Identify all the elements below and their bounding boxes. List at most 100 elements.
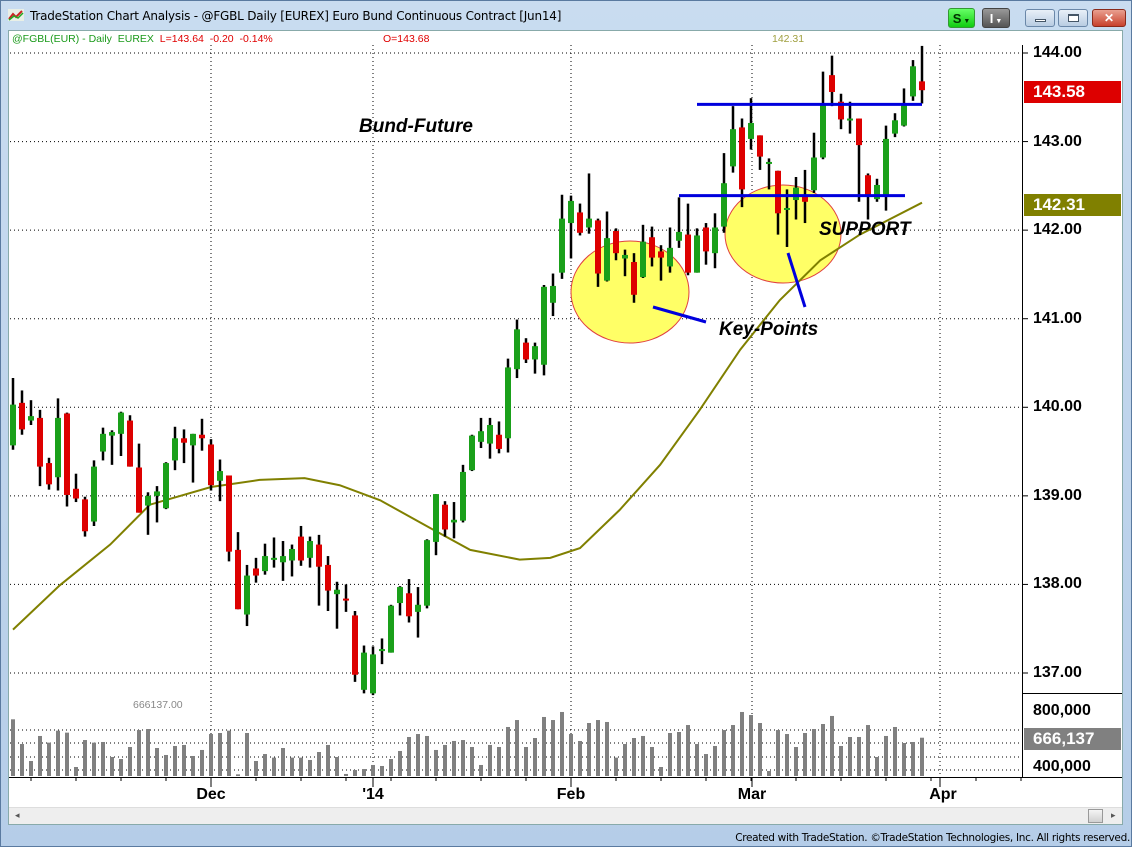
candle-body — [901, 105, 907, 126]
candle-body — [478, 431, 484, 442]
candle-body — [352, 615, 358, 675]
volume-bar — [659, 767, 663, 776]
volume-bar — [740, 711, 744, 776]
open-price: O=143.68 — [383, 33, 430, 45]
candle-body — [523, 342, 529, 360]
price-axis-label: 137.00 — [1033, 663, 1082, 681]
candle-body — [127, 420, 133, 467]
volume-bar — [677, 731, 681, 776]
volume-bar — [767, 770, 771, 776]
volume-bar — [884, 735, 888, 776]
candle-body — [631, 262, 637, 295]
volume-bar — [668, 733, 672, 776]
volume-bar — [731, 725, 735, 776]
candle-body — [109, 432, 115, 436]
volume-bar — [578, 740, 582, 776]
price-axis-label: 142.00 — [1033, 221, 1082, 239]
candle-body — [721, 183, 727, 227]
candle-body — [568, 200, 574, 224]
candle-body — [541, 286, 547, 365]
volume-bar — [695, 744, 699, 776]
candle-body — [190, 433, 196, 446]
volume-bar — [920, 737, 924, 776]
volume-bar — [200, 749, 204, 776]
candle-body — [775, 170, 781, 214]
candle-body — [136, 467, 142, 513]
volume-bar — [371, 764, 375, 776]
candle-body — [622, 254, 628, 259]
candle-body — [883, 138, 889, 197]
symbol-info-line: @FGBL(EUR) - Daily EUREX L=143.64 -0.20 … — [12, 33, 273, 45]
volume-bar — [389, 759, 393, 776]
candle-body — [235, 549, 241, 610]
candle-body — [640, 241, 646, 278]
volume-bar — [443, 744, 447, 776]
candle-body — [856, 118, 862, 146]
candle-body — [820, 103, 826, 158]
candle-body — [451, 519, 457, 523]
strategy-label: S — [952, 11, 962, 26]
candle-body — [289, 548, 295, 561]
volume-value: 666137.00 — [133, 699, 183, 711]
candle-body — [316, 544, 322, 567]
candle-body — [613, 231, 619, 254]
strategy-button[interactable]: S ▼ — [948, 8, 975, 28]
candle-body — [892, 120, 898, 134]
title-bar[interactable]: TradeStation Chart Analysis - @FGBL Dail… — [0, 0, 1132, 30]
candle-body — [838, 101, 844, 120]
candle-body — [82, 499, 88, 532]
volume-bar — [650, 746, 654, 776]
candle-body — [847, 118, 853, 121]
volume-bar — [29, 760, 33, 776]
date-label-dec: Dec — [196, 786, 226, 803]
volume-bar — [290, 757, 294, 776]
volume-bar — [704, 754, 708, 776]
candle-body — [217, 471, 223, 481]
minimize-button[interactable] — [1025, 9, 1055, 27]
candle-body — [658, 251, 664, 258]
volume-bar — [866, 725, 870, 776]
volume-bar — [479, 764, 483, 776]
indicator-button[interactable]: I ▼ — [982, 8, 1010, 28]
candle-body — [19, 402, 25, 430]
scroll-left-arrow-icon[interactable]: ◂ — [15, 810, 20, 820]
candle-body — [163, 463, 169, 509]
scrollbar-thumb[interactable] — [1088, 809, 1103, 823]
scroll-right-arrow-icon[interactable]: ▸ — [1111, 810, 1116, 820]
volume-bar — [542, 716, 546, 776]
volume-bar — [353, 769, 357, 776]
volume-bar — [812, 729, 816, 776]
candle-body — [757, 135, 763, 157]
key-point-pointer — [786, 252, 807, 308]
candle-body — [208, 444, 214, 486]
volume-bar — [641, 735, 645, 776]
candle-body — [766, 161, 772, 164]
candle-body — [865, 175, 871, 195]
volume-bar — [425, 735, 429, 776]
volume-bar — [758, 722, 762, 776]
volume-bar — [236, 774, 240, 776]
maximize-button[interactable] — [1058, 9, 1088, 27]
candle-body — [244, 575, 250, 615]
volume-bar — [101, 741, 105, 776]
annotation-key-points: Key-Points — [719, 319, 819, 340]
volume-bar — [263, 754, 267, 776]
volume-bar — [821, 724, 825, 776]
chart-window — [8, 30, 1123, 825]
candle-body — [649, 237, 655, 258]
symbol-label: @FGBL(EUR) - Daily EUREX — [12, 33, 154, 45]
dropdown-arrow-icon: ▼ — [961, 18, 971, 25]
volume-bar — [533, 738, 537, 776]
horizontal-scrollbar[interactable]: ◂ ▸ — [9, 807, 1122, 824]
volume-bar — [713, 745, 717, 776]
candle-body — [712, 227, 718, 254]
candle-body — [154, 491, 160, 496]
volume-bar — [47, 742, 51, 776]
close-button[interactable]: ✕ — [1092, 9, 1126, 27]
volume-bar — [497, 746, 501, 776]
last-price-tag: 143.58 — [1024, 81, 1121, 103]
volume-bar — [380, 765, 384, 776]
volume-bar — [317, 751, 321, 776]
volume-bar — [155, 748, 159, 776]
